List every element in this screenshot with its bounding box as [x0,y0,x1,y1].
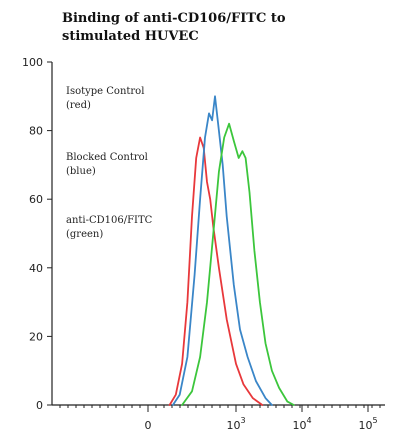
legend-anti-cd106-line-1: anti-CD106/FITC [66,215,153,226]
x-tick-label: 103 [226,416,245,432]
series-blocked-line [171,95,273,406]
y-ticks: 0 20 40 60 80 100 [22,56,52,412]
x-tick-label: 105 [358,416,377,432]
y-tick-label: 20 [29,330,43,343]
y-tick-label: 100 [22,56,43,69]
legend-isotype-line-1: Isotype Control [66,86,144,97]
legend-isotype-line-2: (red) [66,100,91,111]
y-tick-label: 80 [29,125,43,138]
legend-blocked-line-2: (blue) [66,166,96,177]
plot-area: 0 20 40 60 80 100 0 103 104 105 [22,56,385,432]
chart-title-line-2: stimulated HUVEC [62,29,199,44]
legend-blocked-line-1: Blocked Control [66,152,148,163]
y-tick-label: 0 [36,399,43,412]
x-tick-label: 104 [292,416,311,432]
legend-anti-cd106-line-2: (green) [66,229,103,240]
series-layer [168,95,295,406]
legend-annotations: Isotype Control (red) Blocked Control (b… [66,86,153,240]
series-anti-cd106-line [181,122,295,406]
x-tick-label: 0 [145,419,152,432]
y-tick-label: 40 [29,262,43,275]
series-isotype-line [168,136,264,406]
x-ticks: 0 103 104 105 [59,405,381,432]
chart-title-line-1: Binding of anti-CD106/FITC to [62,11,286,26]
y-tick-label: 60 [29,193,43,206]
